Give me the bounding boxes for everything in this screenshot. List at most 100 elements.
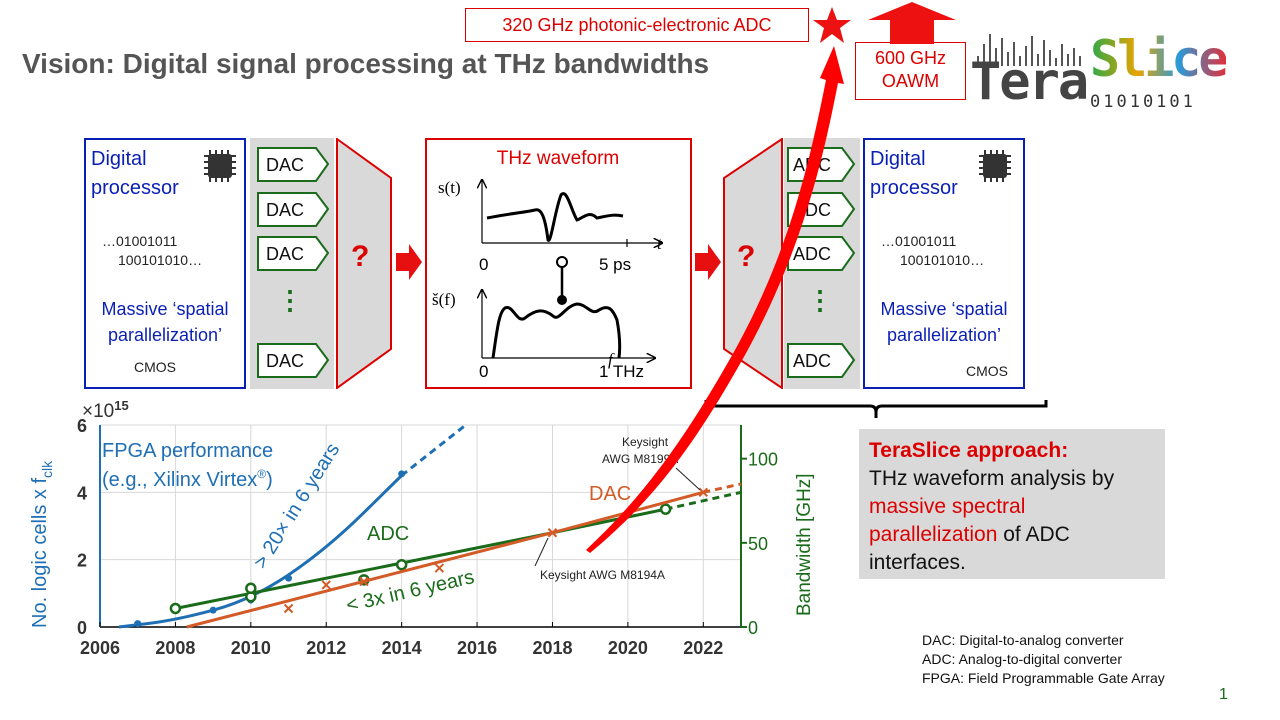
abbrev-dac: DAC: Digital-to-analog converter [922, 632, 1124, 648]
freq-start: 0 [479, 362, 489, 381]
dac-shape-3 [257, 236, 330, 271]
right-processor-title-2: processor [870, 177, 958, 199]
freq-axis-label: š(f) [432, 290, 456, 309]
logo-tera: Tera [970, 52, 1089, 112]
x-tick-label: 2022 [683, 638, 723, 658]
adc-label-3: ADC [793, 244, 832, 264]
adc-record-box: 320 GHz photonic-electronic ADC [465, 8, 809, 42]
waveform-plots [427, 140, 689, 386]
fpga-point [285, 574, 293, 582]
teraslice-approach-box: TeraSlice approach: THz waveform analysi… [859, 429, 1165, 579]
right-axis-label: Bandwidth [GHz] [794, 473, 815, 616]
time-axis-var: t [657, 234, 662, 253]
dac-label-2: DAC [266, 200, 305, 220]
adc-point [169, 602, 182, 615]
oawm-line2: OAWM [881, 71, 940, 91]
left-axis-label: No. logic cells x fclk [29, 460, 55, 628]
keysight-bottom-leader [534, 537, 549, 567]
time-axis-label: s(t) [438, 178, 461, 197]
dac-point [434, 563, 445, 573]
left-cmos: CMOS [134, 359, 176, 375]
right-tick-label: 0 [748, 618, 758, 638]
chip-icon [979, 150, 1011, 182]
right-caption-1: Massive ‘spatial [880, 299, 1008, 319]
right-tick-label: 50 [748, 534, 768, 554]
x-tick-label: 2014 [382, 638, 422, 658]
left-axis-multiplier: ×1015 [82, 398, 129, 422]
right-digital-processor: Digital processor …01001011 100101010… M… [863, 138, 1025, 389]
x-tick-label: 2008 [155, 638, 195, 658]
fpga-title-line1: FPGA performance [102, 440, 273, 462]
logo-slice-text: Slice [1090, 30, 1229, 88]
right-arrow-icon [396, 244, 422, 280]
dac-label-3: DAC [266, 244, 305, 264]
keysight-bottom-label: Keysight AWG M8194A [540, 568, 665, 582]
right-caption-2: parallelization’ [886, 325, 1002, 345]
left-bits-1: …01001011 [102, 233, 178, 249]
chip-icon [204, 150, 236, 182]
star-icon [813, 7, 851, 43]
adc-point [245, 582, 257, 595]
right-question: ? [737, 240, 756, 273]
dac-converters [257, 147, 330, 378]
teraslice-text-3: of ADC [997, 523, 1070, 546]
dac-shape-4 [257, 343, 330, 378]
right-tick-label: 100 [748, 450, 778, 470]
abbrev-adc: ADC: Analog-to-digital converter [922, 651, 1122, 667]
fpga-title-line2: (e.g., Xilinx Virtex®) [102, 467, 273, 491]
adc-label-2: ADC [793, 200, 832, 220]
adc-growth-label: < 3x in 6 years [344, 566, 476, 617]
left-processor-title-1: Digital [91, 148, 147, 170]
brace-icon [704, 400, 1048, 418]
adc-series-label: ADC [367, 523, 409, 545]
abbrev-fpga: FPGA: Field Programmable Gate Array [922, 670, 1165, 686]
teraslice-text-1: THz waveform analysis by [869, 467, 1115, 490]
abbreviations: DAC: Digital-to-analog converter ADC: An… [922, 631, 1165, 688]
x-tick-label: 2018 [532, 638, 572, 658]
right-bits-2: 100101010… [900, 252, 985, 268]
fpga-point [398, 470, 406, 478]
dac-series-label: DAC [589, 483, 631, 505]
left-caption-1: Massive ‘spatial [101, 299, 229, 319]
logo-slice: Slice [1090, 30, 1229, 88]
dac-shape-2 [257, 192, 330, 227]
x-tick-label: 2010 [231, 638, 271, 658]
keysight-top-line2: AWG M8199A [602, 452, 678, 466]
dac-label-4: DAC [266, 351, 305, 371]
time-end: 5 ps [599, 255, 632, 274]
teraslice-text-2: massive spectral [869, 495, 1026, 518]
left-tick-label: 4 [77, 483, 87, 503]
fpga-bandwidth-chart: 2006 2008 2010 2012 2014 2016 2018 2020 2022 0 2 4 6… [29, 398, 815, 658]
adc-point [395, 558, 408, 571]
dac-ellipsis: ⋮ [277, 285, 303, 315]
adc-point [659, 503, 672, 515]
adc-label-1: ADC [793, 155, 832, 175]
teraslice-text-4: interfaces. [869, 551, 966, 574]
x-tick-label: 2016 [457, 638, 497, 658]
adc-ellipsis: ⋮ [807, 285, 833, 315]
left-digital-processor: Digital processor …01001011 100101010… M… [84, 138, 246, 389]
right-arrow-icon [695, 244, 721, 280]
x-tick-label: 2012 [306, 638, 346, 658]
left-tick-label: 2 [77, 551, 87, 571]
x-tick-label: 2020 [608, 638, 648, 658]
right-cmos: CMOS [966, 363, 1008, 379]
up-arrow-icon [868, 2, 956, 44]
teraslice-logo: Tera Slice 01010101 [970, 26, 1229, 116]
time-waveform-curve [486, 192, 624, 242]
logo-bits: 01010101 [1090, 92, 1196, 112]
teraslice-heading: TeraSlice approach: [869, 439, 1069, 462]
keysight-top-leader [675, 467, 701, 491]
teraslice-text-3-red: parallelization [869, 523, 998, 546]
left-caption-2: parallelization’ [107, 325, 223, 345]
right-processor-title-1: Digital [870, 148, 926, 170]
dac-fit-dashed [702, 482, 742, 494]
logo-bars-icon [977, 34, 1081, 66]
keysight-top-line1: Keysight [622, 435, 669, 449]
adc-label-4: ADC [793, 351, 832, 371]
left-tick-label: 6 [77, 416, 87, 436]
left-question: ? [351, 240, 370, 273]
fpga-point [209, 606, 217, 614]
fpga-point [134, 620, 142, 628]
oawm-box: 600 GHz OAWM [855, 42, 966, 100]
